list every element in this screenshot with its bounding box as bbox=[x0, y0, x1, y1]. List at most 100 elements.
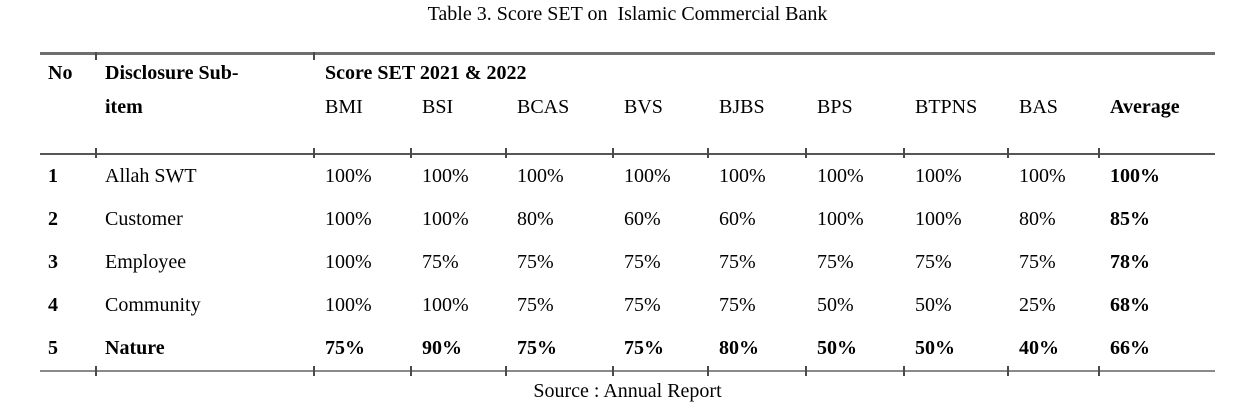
table-caption: Table 3. Score SET on Islamic Commercial… bbox=[427, 3, 828, 25]
column-header-no: No bbox=[48, 62, 73, 84]
column-header-btpns: BTPNS bbox=[915, 96, 978, 118]
cell-value: 60% bbox=[624, 208, 661, 230]
cell-value: 80% bbox=[1019, 208, 1056, 230]
table-row: 2 Customer 100% 100% 80% 60% 60% 100% 10… bbox=[40, 198, 1215, 241]
cell-value: 100% bbox=[422, 165, 469, 187]
cell-value: 75% bbox=[719, 251, 756, 273]
column-boundary-tick bbox=[1098, 366, 1100, 376]
cell-value: 100% bbox=[624, 165, 671, 187]
cell-value: 100% bbox=[719, 165, 766, 187]
cell-no: 2 bbox=[48, 208, 58, 230]
column-boundary-tick bbox=[805, 148, 807, 158]
column-header-bcas: BCAS bbox=[517, 96, 570, 118]
cell-label: Nature bbox=[105, 337, 165, 359]
column-boundary-tick bbox=[805, 366, 807, 376]
column-boundary-tick bbox=[410, 148, 412, 158]
table-container: No Disclosure Sub- Score SET 2021 & 2022… bbox=[40, 52, 1216, 376]
table-row: 1 Allah SWT 100% 100% 100% 100% 100% 100… bbox=[40, 154, 1215, 198]
cell-value: 100% bbox=[1019, 165, 1066, 187]
column-boundary-tick bbox=[313, 148, 315, 158]
cell-value: 75% bbox=[624, 337, 664, 359]
cell-label: Community bbox=[105, 294, 201, 316]
cell-average: 100% bbox=[1110, 165, 1160, 187]
column-boundary-tick bbox=[707, 148, 709, 158]
column-boundary-tick bbox=[505, 366, 507, 376]
cell-value: 50% bbox=[915, 294, 952, 316]
cell-average: 85% bbox=[1110, 208, 1150, 230]
cell-value: 80% bbox=[517, 208, 554, 230]
cell-value: 80% bbox=[719, 337, 759, 359]
cell-value: 40% bbox=[1019, 337, 1059, 359]
column-header-disclosure-line1: Disclosure Sub- bbox=[105, 62, 239, 84]
cell-no: 1 bbox=[48, 165, 58, 187]
cell-no: 3 bbox=[48, 251, 58, 273]
column-header-bjbs: BJBS bbox=[719, 96, 765, 118]
cell-value: 100% bbox=[325, 294, 372, 316]
column-boundary-tick bbox=[612, 148, 614, 158]
table-row: 4 Community 100% 100% 75% 75% 75% 50% 50… bbox=[40, 284, 1215, 327]
score-set-table: No Disclosure Sub- Score SET 2021 & 2022… bbox=[40, 52, 1216, 372]
table-row: 5 Nature 75% 90% 75% 75% 80% 50% 50% 40%… bbox=[40, 327, 1215, 371]
cell-value: 75% bbox=[325, 337, 365, 359]
column-boundary-tick bbox=[1007, 148, 1009, 158]
column-boundary-tick bbox=[313, 52, 315, 60]
source-note: Source : Annual Report bbox=[533, 380, 722, 402]
column-header-score-span: Score SET 2021 & 2022 bbox=[325, 62, 527, 84]
cell-value: 100% bbox=[915, 208, 962, 230]
column-boundary-tick bbox=[707, 366, 709, 376]
column-header-bas: BAS bbox=[1019, 96, 1058, 118]
cell-value: 60% bbox=[719, 208, 756, 230]
header-row-1: No Disclosure Sub- Score SET 2021 & 2022 bbox=[40, 54, 1215, 97]
column-boundary-tick bbox=[903, 366, 905, 376]
column-boundary-tick bbox=[410, 366, 412, 376]
cell-value: 100% bbox=[517, 165, 564, 187]
column-header-bvs: BVS bbox=[624, 96, 663, 118]
cell-value: 100% bbox=[325, 208, 372, 230]
cell-value: 100% bbox=[325, 251, 372, 273]
cell-value: 50% bbox=[915, 337, 955, 359]
cell-label: Customer bbox=[105, 208, 183, 230]
column-boundary-tick bbox=[612, 366, 614, 376]
cell-value: 100% bbox=[817, 165, 864, 187]
column-header-no-empty bbox=[40, 96, 95, 154]
column-boundary-tick bbox=[1007, 366, 1009, 376]
cell-no: 4 bbox=[48, 294, 58, 316]
cell-value: 100% bbox=[422, 208, 469, 230]
cell-value: 75% bbox=[1019, 251, 1056, 273]
cell-value: 75% bbox=[624, 251, 661, 273]
column-boundary-tick bbox=[505, 148, 507, 158]
column-boundary-tick bbox=[903, 148, 905, 158]
cell-label: Allah SWT bbox=[105, 165, 197, 187]
column-boundary-tick bbox=[95, 148, 97, 158]
column-header-bsi: BSI bbox=[422, 96, 454, 118]
cell-no: 5 bbox=[48, 337, 58, 359]
cell-value: 50% bbox=[817, 294, 854, 316]
cell-average: 78% bbox=[1110, 251, 1150, 273]
table-row: 3 Employee 100% 75% 75% 75% 75% 75% 75% … bbox=[40, 241, 1215, 284]
cell-value: 75% bbox=[719, 294, 756, 316]
column-header-bmi: BMI bbox=[325, 96, 363, 118]
column-header-disclosure-line2: item bbox=[105, 96, 143, 118]
cell-value: 75% bbox=[915, 251, 952, 273]
column-header-bps: BPS bbox=[817, 96, 853, 118]
header-row-2: item BMI BSI BCAS BVS BJBS BPS BTPNS BAS… bbox=[40, 96, 1215, 154]
cell-value: 100% bbox=[325, 165, 372, 187]
cell-value: 75% bbox=[624, 294, 661, 316]
cell-value: 75% bbox=[817, 251, 854, 273]
cell-value: 75% bbox=[517, 251, 554, 273]
column-boundary-tick bbox=[95, 52, 97, 60]
cell-value: 100% bbox=[915, 165, 962, 187]
cell-value: 75% bbox=[517, 294, 554, 316]
cell-average: 68% bbox=[1110, 294, 1150, 316]
cell-value: 75% bbox=[422, 251, 459, 273]
cell-value: 25% bbox=[1019, 294, 1056, 316]
table-body: 1 Allah SWT 100% 100% 100% 100% 100% 100… bbox=[40, 154, 1216, 371]
cell-value: 100% bbox=[422, 294, 469, 316]
column-boundary-tick bbox=[95, 366, 97, 376]
cell-value: 100% bbox=[817, 208, 864, 230]
cell-value: 50% bbox=[817, 337, 857, 359]
cell-value: 90% bbox=[422, 337, 462, 359]
column-header-average: Average bbox=[1110, 96, 1180, 118]
column-boundary-tick bbox=[1098, 148, 1100, 158]
